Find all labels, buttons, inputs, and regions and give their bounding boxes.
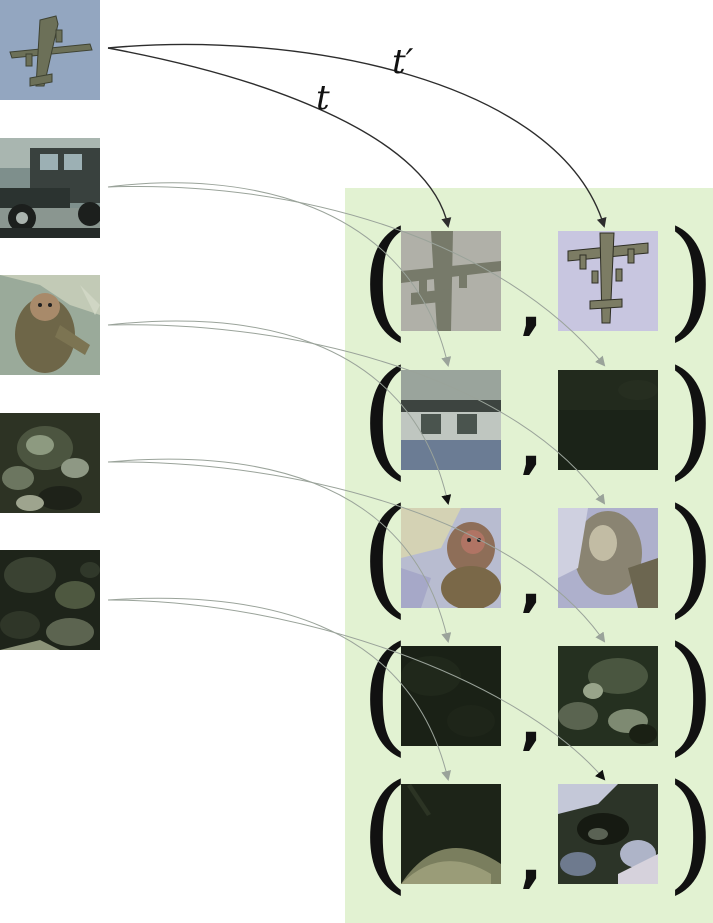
- open-paren-row-5: (: [360, 758, 410, 907]
- source-image-monkey-closeup: [0, 413, 100, 513]
- open-paren-row-4: (: [360, 620, 410, 769]
- open-paren-row-1: (: [360, 205, 410, 354]
- close-paren-row-3: ): [666, 482, 713, 631]
- label-t: t: [316, 78, 330, 118]
- comma-row-2: ,: [520, 413, 543, 481]
- source-image-vintage-car: [0, 138, 100, 238]
- source-image-airplane: [0, 0, 100, 100]
- close-paren-row-5: ): [666, 758, 713, 907]
- pair-3-view-t: [401, 508, 501, 608]
- close-paren-row-1: ): [666, 205, 713, 354]
- source-image-dark-texture: [0, 550, 100, 650]
- pair-5-view-t-prime: [558, 784, 658, 884]
- pair-4-view-t-prime: [558, 646, 658, 746]
- close-paren-row-4: ): [666, 620, 713, 769]
- comma-row-5: ,: [520, 827, 543, 895]
- arrow-t-prime-car: [107, 185, 606, 367]
- label-t-prime: t′: [392, 42, 414, 82]
- arrow-t-dark-texture: [107, 597, 451, 781]
- close-paren-row-2: ): [666, 344, 713, 493]
- arrow-t-prime-dark-texture: [107, 599, 606, 781]
- pair-5-view-t: [401, 784, 501, 884]
- source-image-monkey: [0, 275, 100, 375]
- pair-1-view-t: [401, 231, 501, 331]
- arrow-t-car: [107, 182, 452, 367]
- comma-row-3: ,: [520, 551, 543, 619]
- open-paren-row-3: (: [360, 482, 410, 631]
- pair-1-view-t-prime: [558, 231, 658, 331]
- pair-4-view-t: [401, 646, 501, 746]
- arrow-t-prime-monkey-closeup: [107, 461, 606, 643]
- pair-2-view-t-prime: [558, 370, 658, 470]
- pair-3-view-t-prime: [558, 508, 658, 608]
- arrow-t-prime-airplane: [107, 43, 607, 228]
- arrow-t-airplane: [107, 47, 452, 228]
- open-paren-row-2: (: [360, 344, 410, 493]
- arrow-t-prime-monkey: [107, 324, 606, 505]
- comma-row-4: ,: [520, 689, 543, 757]
- arrow-t-monkey-closeup: [107, 458, 452, 643]
